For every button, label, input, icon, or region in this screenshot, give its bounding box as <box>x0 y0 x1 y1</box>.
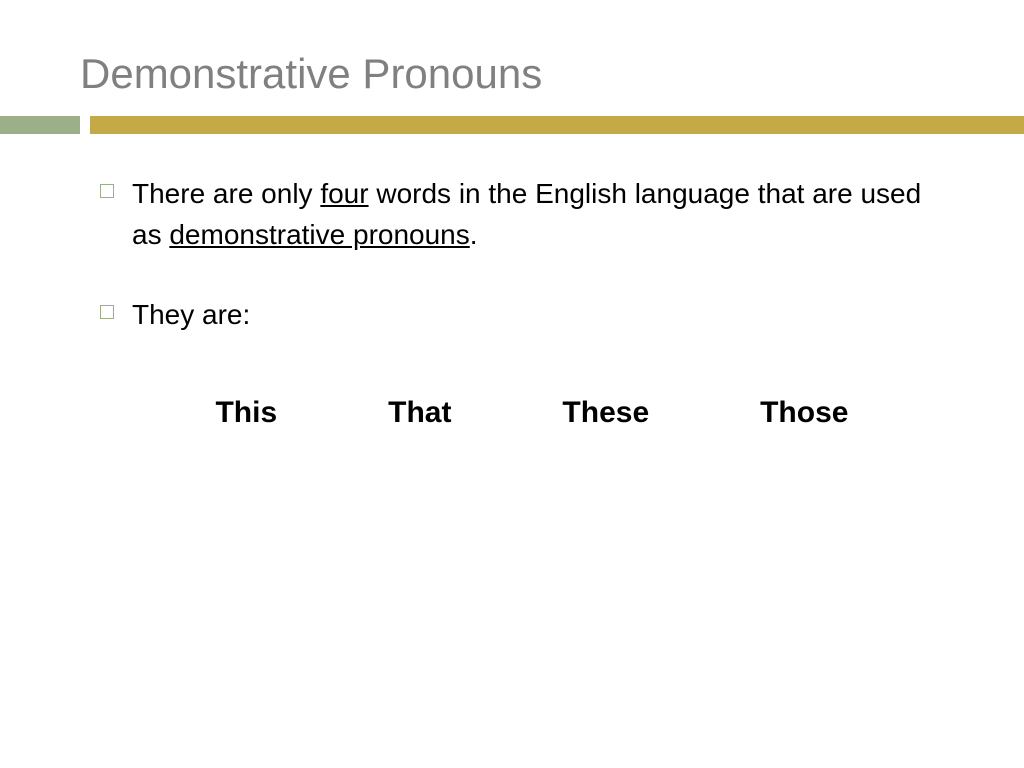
content-area: There are only four words in the English… <box>0 174 1024 430</box>
bullet-marker-icon <box>100 184 114 198</box>
pronoun-these: These <box>562 396 649 430</box>
accent-green-block <box>0 116 80 134</box>
accent-divider <box>0 116 1024 134</box>
bullet-text-2: They are: <box>132 295 250 336</box>
text-segment: . <box>470 219 478 250</box>
accent-gold-block <box>90 116 1024 134</box>
slide-container: Demonstrative Pronouns There are only fo… <box>0 0 1024 768</box>
pronouns-row: This That These Those <box>100 376 944 430</box>
bullet-marker-icon <box>100 305 114 319</box>
underlined-word-1: four <box>320 178 368 209</box>
pronoun-this: This <box>215 396 277 430</box>
underlined-word-2: demonstrative pronouns <box>169 219 469 250</box>
bullet-text-1: There are only four words in the English… <box>132 174 944 255</box>
slide-title: Demonstrative Pronouns <box>0 50 1024 98</box>
pronoun-those: Those <box>760 396 848 430</box>
text-segment: There are only <box>132 178 320 209</box>
bullet-item-2: They are: <box>100 295 944 336</box>
pronoun-that: That <box>388 396 451 430</box>
bullet-item-1: There are only four words in the English… <box>100 174 944 255</box>
accent-gap <box>80 116 90 134</box>
